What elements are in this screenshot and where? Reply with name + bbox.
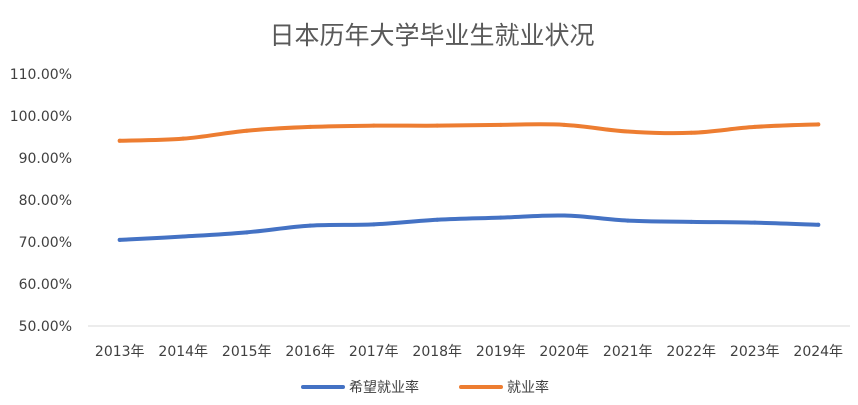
series-1-point-9 [689,130,694,135]
series-0-point-4 [371,222,376,227]
series-1-point-1 [181,136,186,141]
series-0-point-7 [562,213,567,218]
legend-label-0: 希望就业率 [349,379,419,396]
x-tick-label: 2015年 [222,344,272,360]
x-tick-label: 2024年 [793,344,843,360]
x-tick-label: 2018年 [412,344,462,360]
series-1-point-4 [371,123,376,128]
series-0-point-10 [752,220,757,225]
series-1-point-5 [435,123,440,128]
series-1-point-2 [244,128,249,133]
series-line-1 [117,122,821,143]
x-tick-label: 2016年 [285,344,335,360]
y-tick-label: 90.00% [19,151,72,167]
series-0-point-0 [117,237,122,242]
series-0-point-8 [625,218,630,223]
series-1-point-3 [308,124,313,129]
series-1-point-7 [562,122,567,127]
series-1-point-10 [752,124,757,129]
y-axis-ticks: 50.00% 60.00% 70.00% 80.00% 90.00% 100.00% 110… [10,67,72,335]
legend-label-1: 就业率 [507,379,549,396]
x-tick-label: 2021年 [603,344,653,360]
x-tick-label: 2013年 [95,344,145,360]
series-0-point-3 [308,223,313,228]
series-0-point-11 [816,222,821,227]
legend-item-0: 希望就业率 [301,379,419,396]
series-line-0 [117,213,821,242]
x-tick-label: 2022年 [666,344,716,360]
series-1-point-6 [498,122,503,127]
series-0-point-1 [181,234,186,239]
x-tick-label: 2019年 [476,344,526,360]
series-layer [117,122,821,242]
series-1-point-8 [625,129,630,134]
chart-title: 日本历年大学毕业生就业状况 [269,21,594,50]
series-0-point-5 [435,217,440,222]
series-0-point-6 [498,215,503,220]
series-0-point-9 [689,219,694,224]
x-axis-ticks: 2013年 2014年 2015年 2016年 2017年 2018年 2019年 2020年… [95,344,843,360]
x-tick-label: 2017年 [349,344,399,360]
series-1-point-0 [117,138,122,143]
y-tick-label: 70.00% [19,235,72,251]
x-tick-label: 2023年 [730,344,780,360]
y-tick-label: 60.00% [19,277,72,293]
series-1-point-11 [816,122,821,127]
y-tick-label: 50.00% [19,319,72,335]
x-tick-label: 2014年 [158,344,208,360]
y-tick-label: 100.00% [10,109,72,125]
y-tick-label: 110.00% [10,67,72,83]
legend-item-1: 就业率 [459,379,549,396]
series-0-point-2 [244,230,249,235]
y-tick-label: 80.00% [19,193,72,209]
legend: 希望就业率 就业率 [301,379,549,396]
x-tick-label: 2020年 [539,344,589,360]
